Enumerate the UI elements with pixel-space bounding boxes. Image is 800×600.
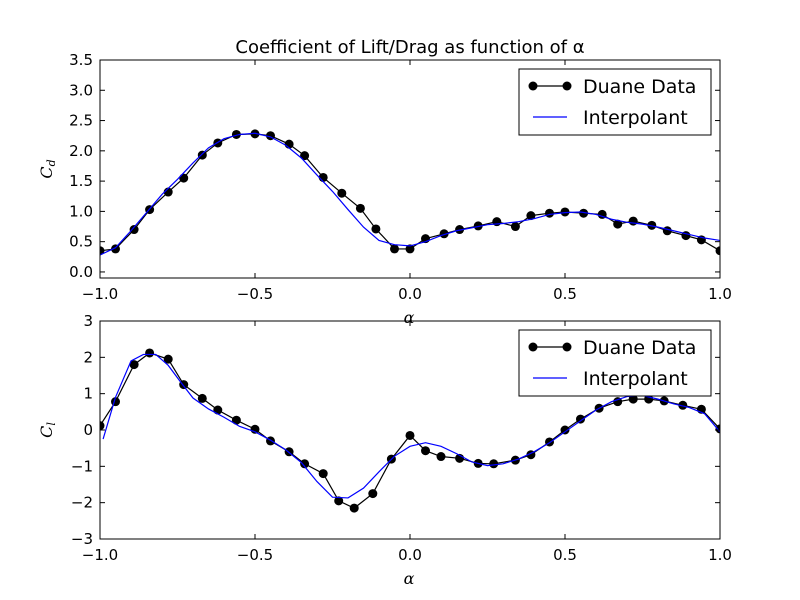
cd-duane-data-line: [100, 133, 720, 252]
cd-y-tick-label: 0.0: [69, 263, 93, 281]
cd-x-tick-label: 0.5: [553, 285, 577, 303]
cl-duane-data-point: [300, 459, 310, 469]
cd-duane-data-point: [628, 216, 638, 226]
cd-duane-data-point: [560, 207, 570, 217]
cd-legend-box: [518, 68, 712, 136]
cl-x-tick-label: 0.0: [398, 546, 422, 564]
figure-title: Coefficient of Lift/Drag as function of …: [235, 37, 584, 58]
cd-duane-data-point: [510, 222, 520, 232]
cl-duane-data-point: [334, 496, 344, 506]
cl-y-tick-label: 0: [83, 421, 93, 439]
cl-duane-data-point: [266, 436, 275, 446]
cl-legend-duane-data-marker: [562, 342, 572, 352]
cl-duane-data-point: [318, 469, 328, 479]
cl-x-tick-label: 1.0: [708, 546, 732, 564]
cd-duane-data-point: [579, 208, 589, 218]
cd-y-tick-label: 1.0: [69, 202, 93, 220]
cd-duane-data-point: [405, 244, 415, 254]
cd-duane-data-point: [111, 244, 120, 254]
cl-duane-data-point: [163, 354, 173, 364]
cl-legend: Duane Data Interpolant: [518, 329, 712, 397]
cd-duane-data-point: [613, 219, 623, 229]
cl-x-axis-label: α: [404, 569, 415, 588]
cd-duane-data-point: [129, 225, 139, 235]
cd-duane-data-point: [715, 246, 720, 256]
cd-y-tick-label: 3.5: [69, 51, 93, 69]
cl-duane-data-point: [489, 459, 499, 469]
cd-x-axis-label: α: [404, 308, 415, 327]
cd-legend: Duane Data Interpolant: [518, 68, 712, 136]
cd-legend-duane-data-label: Duane Data: [583, 76, 696, 98]
cl-legend-duane-data-marker: [528, 342, 538, 352]
cd-duane-data-point: [197, 150, 207, 160]
cd-duane-data-point: [179, 173, 189, 183]
cd-duane-data-point: [439, 229, 449, 239]
cl-y-tick-label: −2: [71, 494, 93, 512]
cd-duane-data-point: [337, 188, 347, 198]
cd-interpolant-line: [100, 132, 720, 256]
cd-x-tick-label: −1.0: [82, 285, 118, 303]
cd-y-tick-label: 0.5: [69, 233, 93, 251]
cl-x-tick-label: −1.0: [82, 546, 118, 564]
cl-y-axis-label: Cl: [37, 422, 58, 438]
cd-duane-data-point: [662, 226, 672, 236]
cd-duane-data-point: [355, 203, 365, 213]
cl-y-tick-label: 1: [83, 385, 93, 403]
cd-y-tick-label: 3.0: [69, 81, 93, 99]
cl-duane-data-point: [560, 425, 570, 435]
cd-legend-duane-data-marker: [562, 81, 572, 91]
cl-y-tick-label: 2: [83, 348, 93, 366]
cl-duane-data-point: [145, 348, 155, 358]
cl-duane-data-point: [129, 360, 139, 370]
cd-y-axis-label: Cd: [37, 159, 58, 178]
cd-legend-interpolant-label: Interpolant: [583, 107, 688, 129]
cd-duane-data-point: [371, 224, 381, 234]
cl-duane-data-point: [368, 489, 378, 499]
cl-duane-data-point: [576, 414, 585, 424]
cd-y-tick-label: 2.0: [69, 142, 93, 160]
cl-legend-interpolant-label: Interpolant: [583, 368, 688, 390]
cl-y-tick-label: 3: [83, 312, 93, 330]
drag-coefficient-plot: −1.0 −0.5 0.0 0.5 1.0 0.0 0.5 1.0 1.5 2.0 2.5 3.0 3.…: [37, 51, 732, 327]
cl-duane-data-point: [678, 400, 688, 410]
cl-duane-data-point: [213, 405, 223, 415]
cd-y-tick-label: 1.5: [69, 172, 93, 190]
cd-series-group: [100, 129, 720, 256]
cl-duane-data-point: [349, 503, 359, 513]
cd-duane-data-point: [390, 244, 399, 254]
cl-series-group: [100, 348, 720, 513]
cl-duane-data-point: [100, 421, 105, 431]
cl-x-tick-label: −0.5: [237, 546, 273, 564]
cd-duane-data-point: [492, 217, 502, 227]
cd-y-tick-label: 2.5: [69, 112, 93, 130]
cl-y-tick-label: −3: [71, 530, 93, 548]
cd-duane-data-point: [545, 208, 554, 218]
cl-y-tick-label: −1: [71, 457, 93, 475]
cd-x-tick-label: 1.0: [708, 285, 732, 303]
cd-x-tick-label: 0.0: [398, 285, 422, 303]
cd-legend-duane-data-marker: [528, 81, 538, 91]
cl-duane-data-point: [197, 393, 207, 403]
cd-duane-data-point: [300, 151, 310, 161]
cl-legend-box: [518, 329, 712, 397]
cl-duane-data-point: [421, 446, 430, 456]
lift-coefficient-plot: −1.0 −0.5 0.0 0.5 1.0 −3 −2 −1 0 1 2 3 α Cl Duane Data…: [37, 312, 732, 588]
cl-duane-data-point: [436, 452, 446, 462]
cl-interpolant-line: [102, 353, 720, 499]
cd-x-tick-label: −0.5: [237, 285, 273, 303]
cd-duane-data-point: [526, 211, 536, 221]
cl-x-tick-label: 0.5: [553, 546, 577, 564]
cd-duane-data-point: [231, 129, 241, 139]
cl-duane-data-point: [405, 430, 415, 440]
cl-legend-duane-data-label: Duane Data: [583, 337, 696, 359]
cl-duane-data-point: [231, 415, 241, 425]
